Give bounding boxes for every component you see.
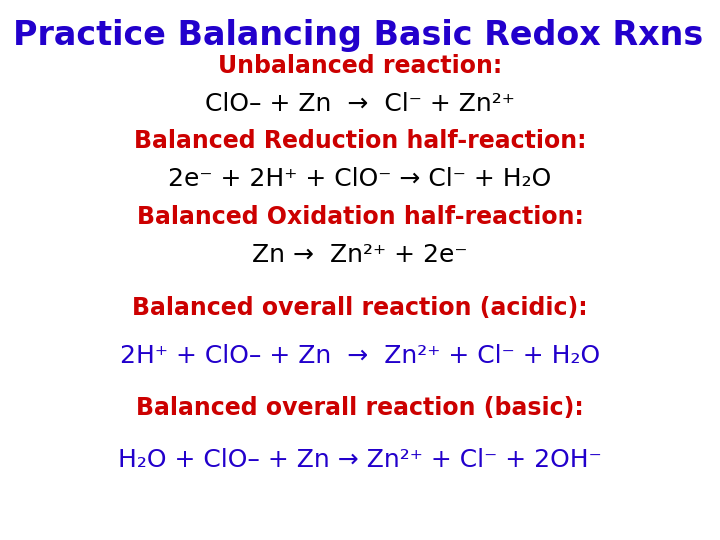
Text: Practice Balancing Basic Redox Rxns: Practice Balancing Basic Redox Rxns [13,19,703,52]
Text: H₂O + ClO– + Zn → Zn²⁺ + Cl⁻ + 2OH⁻: H₂O + ClO– + Zn → Zn²⁺ + Cl⁻ + 2OH⁻ [118,448,602,472]
Text: Balanced Oxidation half-reaction:: Balanced Oxidation half-reaction: [137,205,583,229]
Text: 2H⁺ + ClO– + Zn  →  Zn²⁺ + Cl⁻ + H₂O: 2H⁺ + ClO– + Zn → Zn²⁺ + Cl⁻ + H₂O [120,345,600,368]
Text: Balanced overall reaction (acidic):: Balanced overall reaction (acidic): [132,296,588,320]
Text: Balanced Reduction half-reaction:: Balanced Reduction half-reaction: [134,130,586,153]
Text: 2e⁻ + 2H⁺ + ClO⁻ → Cl⁻ + H₂O: 2e⁻ + 2H⁺ + ClO⁻ → Cl⁻ + H₂O [168,167,552,191]
Text: ClO– + Zn  →  Cl⁻ + Zn²⁺: ClO– + Zn → Cl⁻ + Zn²⁺ [205,92,515,116]
Text: Balanced overall reaction (basic):: Balanced overall reaction (basic): [136,396,584,420]
Text: Unbalanced reaction:: Unbalanced reaction: [218,54,502,78]
Text: Zn →  Zn²⁺ + 2e⁻: Zn → Zn²⁺ + 2e⁻ [252,243,468,267]
